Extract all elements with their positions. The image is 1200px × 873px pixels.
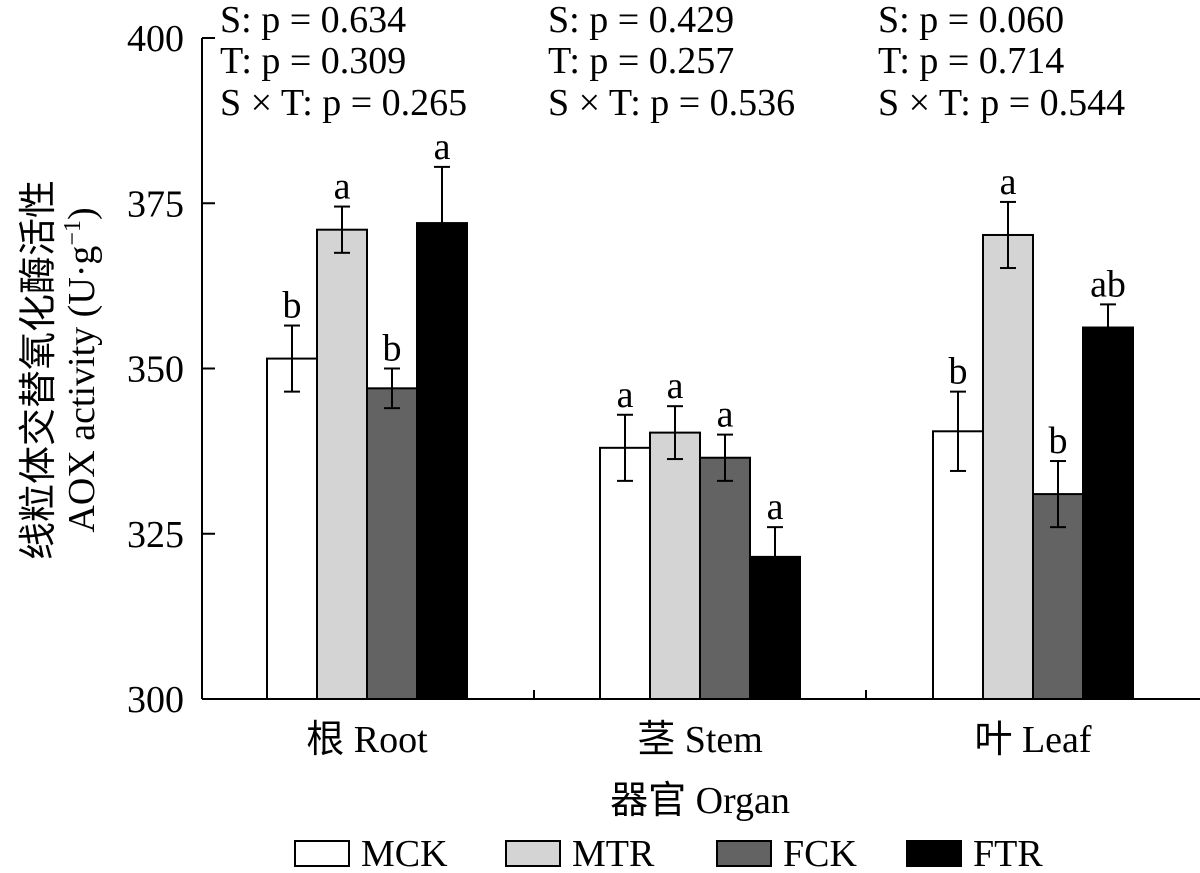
significance-letter: a [334, 166, 351, 208]
bar-ftr [1082, 326, 1134, 700]
legend-label: FCK [783, 833, 857, 873]
y-tick-label: 325 [127, 514, 184, 556]
bar-mtr [649, 431, 701, 700]
y-axis-title-superscript: −1 [60, 220, 86, 246]
y-axis-title-text: AOX activity (U·g [61, 246, 103, 533]
stat-annotation: T: p = 0.309 [220, 40, 406, 82]
stat-annotation: T: p = 0.714 [878, 40, 1064, 82]
bar-fck [366, 387, 418, 700]
stat-annotation: S × T: p = 0.536 [548, 82, 795, 124]
significance-letter: a [767, 486, 784, 528]
y-axis-title-en: AOX activity (U·g−1) [60, 207, 103, 532]
x-tick-label: 根 Root [306, 719, 428, 761]
stat-annotation: T: p = 0.257 [548, 40, 734, 82]
legend-label: MTR [572, 833, 655, 873]
stat-annotation: S × T: p = 0.544 [878, 82, 1125, 124]
significance-letter: b [283, 285, 302, 327]
legend-swatch-mtr [505, 840, 561, 867]
stat-annotation: S: p = 0.634 [220, 0, 406, 41]
y-tick-label: 375 [127, 183, 184, 225]
significance-letter: ab [1090, 263, 1126, 305]
y-tick-label: 300 [127, 679, 184, 721]
significance-letter: b [949, 351, 968, 393]
bar-mck [932, 430, 984, 700]
legend-label: MCK [361, 833, 448, 873]
bar-mtr [982, 233, 1034, 700]
stat-annotation: S: p = 0.060 [878, 0, 1064, 41]
significance-letter: a [617, 374, 634, 416]
bar-ftr [416, 222, 468, 701]
significance-letter: a [434, 126, 451, 168]
significance-letter: a [717, 394, 734, 436]
legend-swatch-mck [294, 840, 350, 867]
y-tick-label: 350 [127, 349, 184, 391]
bar-mtr [316, 228, 368, 700]
x-tick-label: 叶 Leaf [974, 719, 1091, 761]
legend-label: FTR [973, 833, 1043, 873]
legend-swatch-fck [716, 840, 772, 867]
bar-fck [699, 456, 751, 700]
bar-mck [599, 446, 651, 700]
y-axis-title-cn: 线粒体交替氧化酶活性 [18, 180, 60, 560]
legend-swatch-ftr [906, 840, 962, 867]
x-axis-title: 器官 Organ [610, 780, 790, 822]
significance-letter: a [1000, 161, 1017, 203]
y-tick-label: 400 [127, 18, 184, 60]
stat-annotation: S × T: p = 0.265 [220, 82, 467, 124]
x-tick-label: 茎 Stem [637, 719, 763, 761]
stat-annotation: S: p = 0.429 [548, 0, 734, 41]
bar-mck [266, 357, 318, 700]
significance-letter: b [383, 328, 402, 370]
significance-letter: b [1049, 420, 1068, 462]
y-axis-title-close: ) [61, 207, 103, 220]
significance-letter: a [667, 365, 684, 407]
